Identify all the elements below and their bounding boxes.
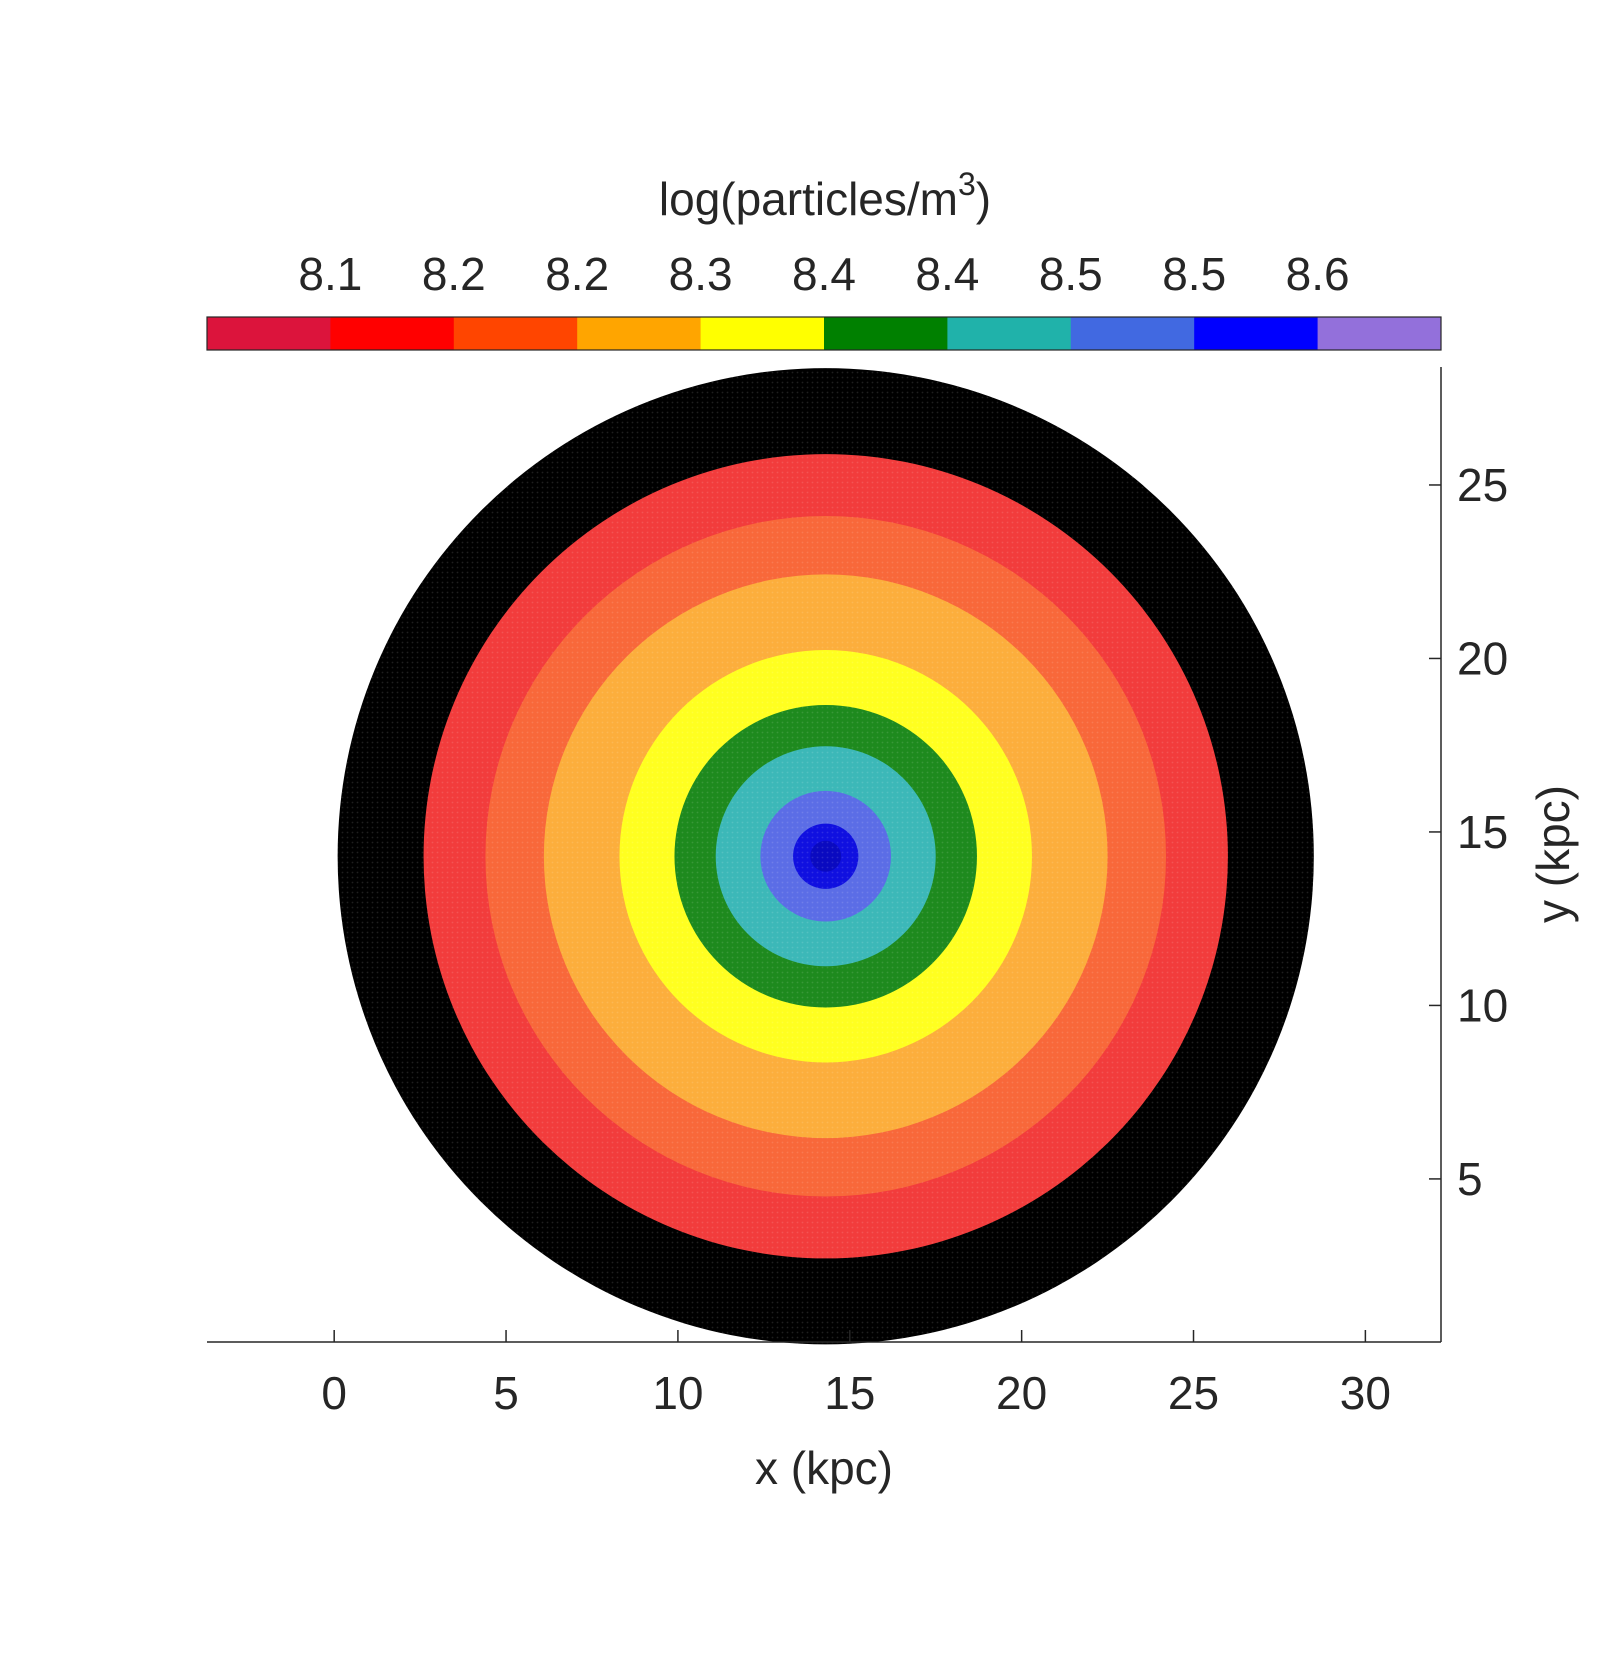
x-tick-label: 15	[824, 1367, 875, 1419]
x-tick-label: 30	[1340, 1367, 1391, 1419]
y-tick-label: 5	[1457, 1153, 1483, 1205]
colorbar-swatch-7	[947, 317, 1072, 350]
x-tick-label: 5	[493, 1367, 519, 1419]
colorbar-swatch-10	[1317, 317, 1442, 350]
y-tick-label: 25	[1457, 459, 1508, 511]
colorbar-tick-label: 8.4	[915, 248, 979, 300]
colorbar-swatch-9	[1194, 317, 1319, 350]
x-tick-label: 0	[321, 1367, 347, 1419]
colorbar-tick-label: 8.5	[1039, 248, 1103, 300]
colorbar-tick-label: 8.6	[1286, 248, 1350, 300]
colorbar-swatch-8	[1070, 317, 1195, 350]
colorbar-swatch-4	[577, 317, 702, 350]
colorbar-tick-label: 8.1	[298, 248, 362, 300]
dot-texture	[330, 365, 1320, 1355]
colorbar-tick-label: 8.5	[1162, 248, 1226, 300]
colorbar-tick-label: 8.3	[669, 248, 733, 300]
colorbar-swatch-3	[453, 317, 578, 350]
x-axis-ticks: 0 5 10 15 20 25 30	[321, 1330, 1391, 1419]
y-tick-label: 10	[1457, 979, 1508, 1031]
colorbar-swatch-2	[330, 317, 455, 350]
colorbar-border	[206, 316, 1442, 351]
x-tick-label: 20	[996, 1367, 1047, 1419]
y-tick-label: 15	[1457, 806, 1508, 858]
y-axis-label: y (kpc)	[1527, 785, 1579, 923]
colorbar-tick-labels: 8.1 8.2 8.2 8.3 8.4 8.4 8.5 8.5 8.6	[298, 248, 1349, 300]
y-axis-ticks: 5 10 15 20 25	[1429, 459, 1508, 1205]
colorbar-title: log(particles/m3)	[659, 166, 991, 225]
x-tick-label: 10	[652, 1367, 703, 1419]
x-axis-label: x (kpc)	[755, 1442, 893, 1494]
colorbar-swatch-5	[700, 317, 825, 350]
x-tick-label: 25	[1168, 1367, 1219, 1419]
colorbar-swatch-1	[207, 317, 331, 350]
colorbar-swatch-6	[824, 317, 948, 350]
colorbar-tick-label: 8.2	[545, 248, 609, 300]
colorbar	[206, 316, 1442, 351]
colorbar-title-superscript: 3	[958, 166, 976, 202]
y-tick-label: 20	[1457, 632, 1508, 684]
colorbar-tick-label: 8.2	[422, 248, 486, 300]
colorbar-tick-label: 8.4	[792, 248, 856, 300]
